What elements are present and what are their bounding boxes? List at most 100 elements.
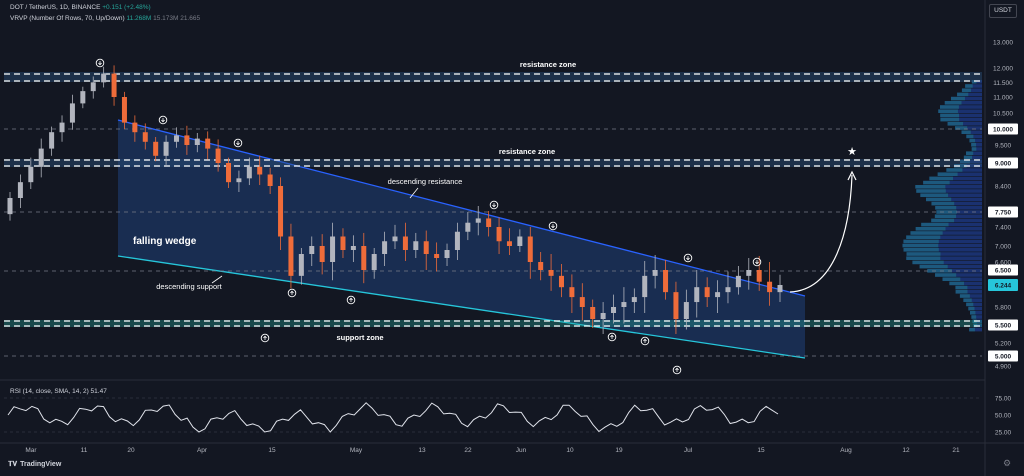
volume-profile-bar bbox=[925, 197, 982, 202]
resistance-zone-mid-label: resistance zone bbox=[499, 147, 555, 156]
rsi-legend: RSI (14, close, SMA, 14, 2) 51.47 bbox=[10, 388, 107, 395]
legend-symbol-row: DOT / TetherUS, 1D, BINANCE +0.151 (+2.4… bbox=[10, 4, 151, 11]
candle-body bbox=[746, 270, 752, 276]
markers-group bbox=[95, 58, 762, 375]
candle-body bbox=[298, 254, 304, 276]
price-tick-label: 5.800 bbox=[995, 305, 1012, 312]
volume-profile-bar bbox=[963, 298, 982, 302]
level-tag bbox=[988, 206, 1018, 218]
candle-body bbox=[28, 166, 34, 183]
volume-profile-bar bbox=[961, 88, 982, 92]
sell-arrow-marker bbox=[489, 200, 499, 210]
buy-arrow-marker bbox=[640, 336, 650, 346]
price-tick-label: 5.200 bbox=[995, 341, 1012, 348]
candle-body bbox=[278, 186, 284, 237]
time-tick-label: May bbox=[350, 447, 363, 454]
volume-profile-bar bbox=[955, 290, 982, 294]
candle-body bbox=[288, 236, 294, 276]
candle-body bbox=[704, 287, 710, 298]
price-tick-label: 9.500 bbox=[995, 143, 1012, 150]
time-tick-label: 20 bbox=[127, 447, 135, 454]
rsi-line bbox=[7, 402, 779, 433]
candle-body bbox=[621, 302, 627, 307]
candle-body bbox=[486, 218, 492, 227]
candle-body bbox=[371, 254, 377, 270]
candle-body bbox=[309, 246, 315, 254]
candle-body bbox=[475, 218, 481, 223]
time-tick-label: Jul bbox=[684, 447, 693, 454]
volume-profile-bar bbox=[910, 231, 982, 235]
price-tick-label: 13.000 bbox=[993, 40, 1013, 47]
descending-support-line bbox=[117, 255, 806, 359]
candle-body bbox=[413, 241, 419, 250]
price-tick-label: 5.500 bbox=[995, 323, 1012, 330]
candle-body bbox=[205, 138, 211, 149]
price-tick-label: 8.400 bbox=[995, 184, 1012, 191]
legend-ind-val3: 21.665 bbox=[180, 15, 201, 22]
volume-profile-bar bbox=[940, 117, 982, 122]
candle-body bbox=[454, 231, 460, 250]
volume-profile-bar bbox=[906, 256, 982, 260]
candle-body bbox=[142, 132, 148, 142]
price-tick-label: 10.000 bbox=[993, 127, 1013, 134]
candle-body bbox=[527, 236, 533, 262]
candle-body bbox=[538, 262, 544, 270]
resistance-zone-top-label: resistance zone bbox=[520, 60, 576, 69]
tradingview-logo[interactable]: 𝐓𝐕 TradingView bbox=[8, 461, 61, 469]
support-zone-label: support zone bbox=[336, 333, 383, 342]
volume-profile-bar bbox=[950, 96, 982, 101]
currency-label[interactable]: USDT bbox=[989, 4, 1017, 18]
volume-profile-bar bbox=[921, 222, 982, 227]
legend-change: +0.151 (+2.48%) bbox=[102, 4, 151, 11]
volume-profile-bar bbox=[947, 122, 982, 126]
price-tick-label: 12.000 bbox=[993, 66, 1013, 73]
candle-body bbox=[683, 302, 689, 319]
volume-profile-bar bbox=[927, 269, 982, 273]
price-tick-label: 6.500 bbox=[995, 268, 1012, 275]
candle-body bbox=[600, 313, 606, 319]
legend-indicator[interactable]: VRVP (Number Of Rows, 70, Up/Down) bbox=[10, 15, 125, 22]
candle-body bbox=[257, 166, 263, 175]
level-tag bbox=[988, 123, 1018, 135]
falling-wedge-label: falling wedge bbox=[133, 236, 197, 247]
candles-group bbox=[7, 65, 783, 334]
candle-body bbox=[382, 241, 388, 254]
candle-body bbox=[80, 91, 86, 104]
volume-profile-bar bbox=[912, 260, 982, 265]
candle-body bbox=[715, 292, 721, 298]
candle-body bbox=[163, 141, 169, 156]
candle-body bbox=[631, 297, 637, 303]
candle-body bbox=[694, 287, 700, 303]
volume-profile-bar bbox=[963, 155, 982, 160]
price-tick-label: 7.750 bbox=[995, 210, 1012, 217]
legend-indicator-row: VRVP (Number Of Rows, 70, Up/Down) 11.26… bbox=[10, 15, 200, 22]
level-tag bbox=[988, 264, 1018, 276]
projection-arrow bbox=[789, 174, 853, 293]
time-tick-label: 13 bbox=[418, 447, 426, 454]
candle-body bbox=[663, 270, 669, 293]
time-tick-label: 22 bbox=[464, 447, 472, 454]
buy-arrow-marker bbox=[672, 365, 682, 375]
candle-body bbox=[652, 270, 658, 276]
volume-profile-bar bbox=[944, 101, 982, 105]
candle-body bbox=[194, 138, 200, 145]
candle-body bbox=[38, 148, 44, 167]
candle-body bbox=[361, 246, 367, 270]
candle-body bbox=[569, 287, 575, 298]
volume-profile-bar bbox=[902, 243, 982, 248]
candle-body bbox=[215, 148, 221, 163]
sell-arrow-marker bbox=[752, 257, 762, 267]
legend-symbol[interactable]: DOT / TetherUS, 1D, BINANCE bbox=[10, 4, 101, 11]
candle-body bbox=[506, 241, 512, 246]
buy-arrow-marker bbox=[607, 332, 617, 342]
volume-profile-bar bbox=[949, 281, 982, 286]
price-tick-label: 11.500 bbox=[993, 80, 1013, 87]
volume-profile-bar bbox=[971, 147, 982, 151]
time-tick-label: 10 bbox=[566, 447, 574, 454]
volume-profile-bar bbox=[971, 143, 982, 147]
gear-icon[interactable]: ⚙ bbox=[1003, 458, 1012, 468]
volume-profile-bar bbox=[959, 159, 982, 164]
volume-profile-bar bbox=[937, 172, 982, 176]
volume-profile-bar bbox=[919, 264, 982, 269]
